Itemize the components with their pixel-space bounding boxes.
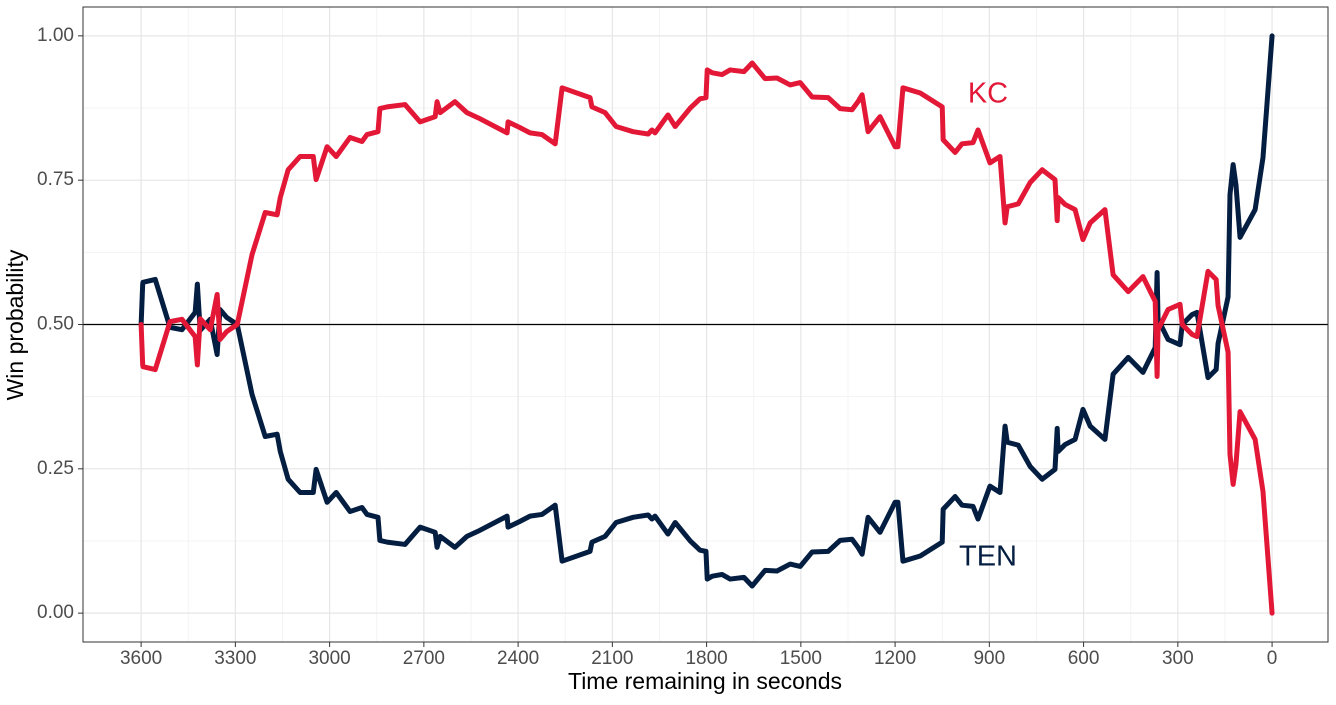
x-axis-title: Time remaining in seconds <box>568 668 842 694</box>
y-tick-label: 0.25 <box>37 458 74 479</box>
x-tick-label: 900 <box>973 648 1005 669</box>
series-label: KC <box>968 78 1008 110</box>
y-tick-label: 1.00 <box>37 25 74 46</box>
x-tick-label: 2700 <box>403 648 445 669</box>
x-tick-label: 3000 <box>308 648 350 669</box>
x-tick-label: 1200 <box>874 648 916 669</box>
y-tick-label: 0.50 <box>37 314 74 335</box>
x-tick-label: 600 <box>1068 648 1100 669</box>
series-line <box>138 33 1275 589</box>
x-tick-label: 3300 <box>214 648 256 669</box>
x-tick-label: 300 <box>1162 648 1194 669</box>
y-axis-title: Win probability <box>2 249 28 400</box>
x-tick-label: 1500 <box>780 648 822 669</box>
series-label: TEN <box>959 541 1017 573</box>
series-line <box>138 60 1275 616</box>
y-tick-label: 0.75 <box>37 169 74 190</box>
y-tick-label: 0.00 <box>37 602 74 623</box>
x-tick-label: 1800 <box>685 648 727 669</box>
x-tick-label: 0 <box>1267 648 1278 669</box>
x-tick-label: 2100 <box>591 648 633 669</box>
x-tick-label: 2400 <box>497 648 539 669</box>
x-tick-label: 3600 <box>120 648 162 669</box>
plot-border <box>82 6 1329 643</box>
